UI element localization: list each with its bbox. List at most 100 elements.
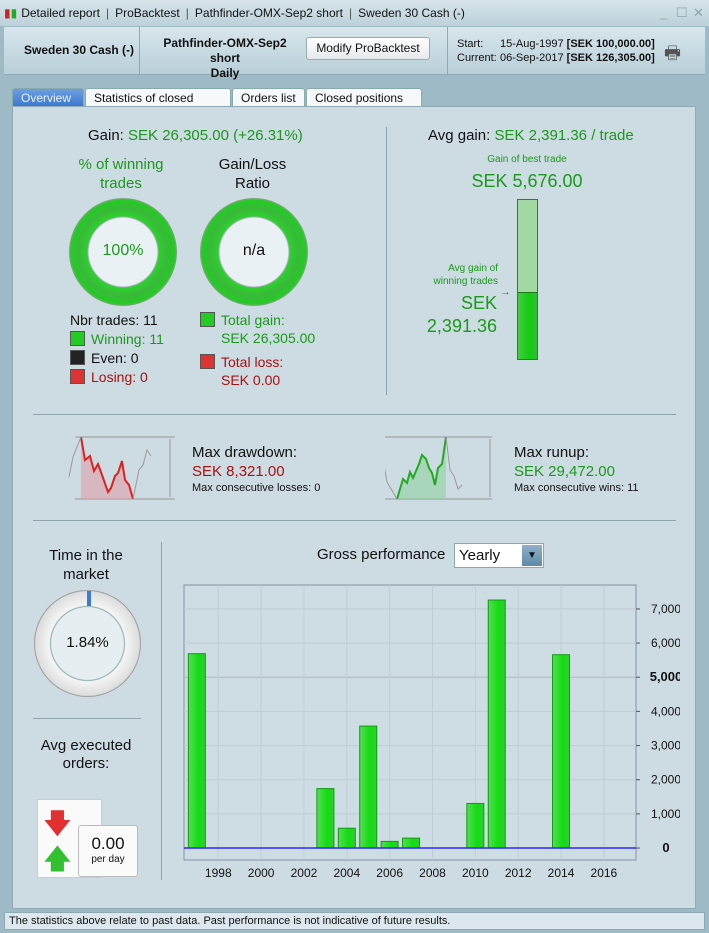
- x-tick-label: 2014: [548, 866, 575, 880]
- ratio-title: Gain/Loss Ratio: [218, 156, 287, 192]
- title-part: Detailed report: [21, 6, 100, 20]
- tab-closed-positions[interactable]: Closed positions list: [306, 88, 422, 119]
- x-tick-label: 2012: [505, 866, 532, 880]
- avg-win-currency: SEK: [460, 293, 497, 313]
- bar-2011: [487, 599, 506, 849]
- winning-pct: 100%: [102, 242, 144, 259]
- total-loss-label: Total loss:: [221, 354, 284, 370]
- avg-win-value: 2,391.36: [426, 316, 497, 336]
- status-bar: The statistics above relate to past data…: [4, 912, 705, 930]
- x-tick-label: 2002: [291, 866, 318, 880]
- x-tick-label: 1998: [205, 866, 232, 880]
- avg-win-label: Avg gain of winning trades: [433, 263, 498, 287]
- orders-value: 0.00: [91, 834, 125, 853]
- bar-2003: [316, 788, 335, 849]
- drawdown-sparkline: [68, 436, 175, 500]
- avg-orders-label: Avg executed orders:: [40, 737, 132, 772]
- runup-value: SEK 29,472.00: [514, 463, 615, 480]
- ratio-ring: [200, 198, 308, 306]
- title-part: Pathfinder-OMX-Sep2 short: [194, 6, 343, 20]
- bar-2005: [359, 725, 378, 849]
- time-in-market-value: 1.84%: [66, 634, 109, 651]
- y-tick-label: 1,000: [651, 807, 680, 821]
- x-tick-label: 2000: [248, 866, 275, 880]
- start-date: 15-Aug-1997: [500, 38, 564, 50]
- current-date: 06-Sep-2017: [500, 52, 564, 64]
- title-part: Sweden 30 Cash (-): [358, 6, 465, 20]
- tab-overview[interactable]: Overview: [12, 88, 84, 106]
- runup-sub: Max consecutive wins: 11: [514, 482, 639, 494]
- x-tick-label: 2010: [462, 866, 489, 880]
- bar-1997: [187, 653, 206, 849]
- total-loss-swatch: [200, 354, 215, 369]
- winning-count: Winning: 11: [91, 331, 164, 347]
- current-label: Current:: [457, 52, 497, 64]
- even-swatch: [70, 350, 85, 365]
- x-tick-label: 2008: [419, 866, 446, 880]
- orders-unit: per day: [91, 854, 125, 865]
- time-in-market-ring: [34, 590, 141, 697]
- app-icon: ▮▮: [4, 6, 18, 20]
- y-tick-label: 7,000: [651, 602, 680, 616]
- runup-label: Max runup:: [514, 444, 590, 461]
- instrument-name: Sweden 30 Cash (-): [24, 43, 135, 57]
- winning-swatch: [70, 331, 85, 346]
- total-gain-label: Total gain:: [221, 312, 285, 328]
- arrow-up-icon: 🡅: [43, 843, 72, 874]
- drawdown-value: SEK 8,321.00: [192, 463, 285, 480]
- chevron-down-icon[interactable]: ▼: [522, 545, 542, 566]
- title-bar: ▮▮ Detailed report | ProBacktest | Pathfin…: [0, 0, 709, 26]
- avg-gain-value: SEK 2,391.36 / trade: [494, 127, 634, 144]
- y-tick-label: 2,000: [651, 773, 680, 787]
- gross-performance-label: Gross performance: [317, 546, 446, 563]
- x-tick-label: 2006: [376, 866, 403, 880]
- tab-statistics[interactable]: Statistics of closed trades: [85, 88, 231, 119]
- start-capital: [SEK 100,000.00]: [566, 38, 655, 50]
- losing-count: Losing: 0: [91, 369, 148, 385]
- total-gain-swatch: [200, 312, 215, 327]
- gain-value: SEK 26,305.00 (+26.31%): [128, 127, 303, 144]
- arrow-right-icon: →: [500, 286, 511, 298]
- current-capital: [SEK 126,305.00]: [566, 52, 655, 64]
- header: Sweden 30 Cash (-) Pathfinder-OMX-Sep2 s…: [4, 27, 705, 80]
- runup-sparkline: [385, 436, 492, 500]
- winning-ring: [69, 198, 177, 306]
- y-tick-label: 4,000: [651, 704, 680, 718]
- losing-swatch: [70, 369, 85, 384]
- tab-orders-list[interactable]: Orders list: [232, 88, 305, 106]
- gain-summary: Gain: SEK 26,305.00 (+26.31%): [88, 127, 303, 144]
- title-part: ProBacktest: [115, 6, 180, 20]
- minimize-icon[interactable]: _: [660, 5, 668, 20]
- y-tick-label: 6,000: [651, 636, 680, 650]
- drawdown-label: Max drawdown:: [192, 444, 298, 461]
- bar-2014: [552, 654, 571, 849]
- time-in-market-label: Time in the market: [49, 547, 123, 583]
- timeframe: Daily: [210, 66, 240, 80]
- total-gain-value: SEK 26,305.00: [221, 330, 316, 346]
- x-tick-label: 2016: [591, 866, 618, 880]
- period-value: Yearly: [459, 547, 501, 564]
- arrow-down-icon: 🡇: [43, 808, 72, 839]
- best-trade-bar: [517, 199, 538, 360]
- x-tick-label: 2004: [333, 866, 360, 880]
- winning-title: % of winning trades: [78, 156, 164, 192]
- print-icon[interactable]: 🖶: [664, 43, 681, 63]
- gain-label: Gain:: [88, 127, 124, 144]
- modify-probacktest-button[interactable]: Modify ProBacktest: [306, 37, 430, 60]
- bar-2004: [337, 827, 356, 849]
- maximize-icon[interactable]: ☐: [676, 5, 688, 20]
- start-label: Start:: [457, 38, 484, 50]
- ratio-value: n/a: [242, 242, 266, 259]
- best-trade-value: SEK 5,676.00: [471, 171, 583, 191]
- y-tick-label: 3,000: [651, 739, 680, 753]
- close-icon[interactable]: ✕: [693, 5, 704, 20]
- even-count: Even: 0: [91, 350, 139, 366]
- bar-2010: [466, 802, 485, 849]
- time-in-market-indicator: [87, 591, 91, 606]
- gross-performance-chart: 0 1,000 2,000 3,000 4,000 5,000 6,000 7,000 1998…: [183, 584, 680, 880]
- total-loss-value: SEK 0.00: [221, 372, 281, 388]
- nbr-trades: Nbr trades: 11: [70, 312, 158, 328]
- drawdown-sub: Max consecutive losses: 0: [192, 482, 321, 494]
- avg-gain-label: Avg gain:: [428, 127, 491, 144]
- period-select[interactable]: Yearly ▼: [454, 543, 544, 568]
